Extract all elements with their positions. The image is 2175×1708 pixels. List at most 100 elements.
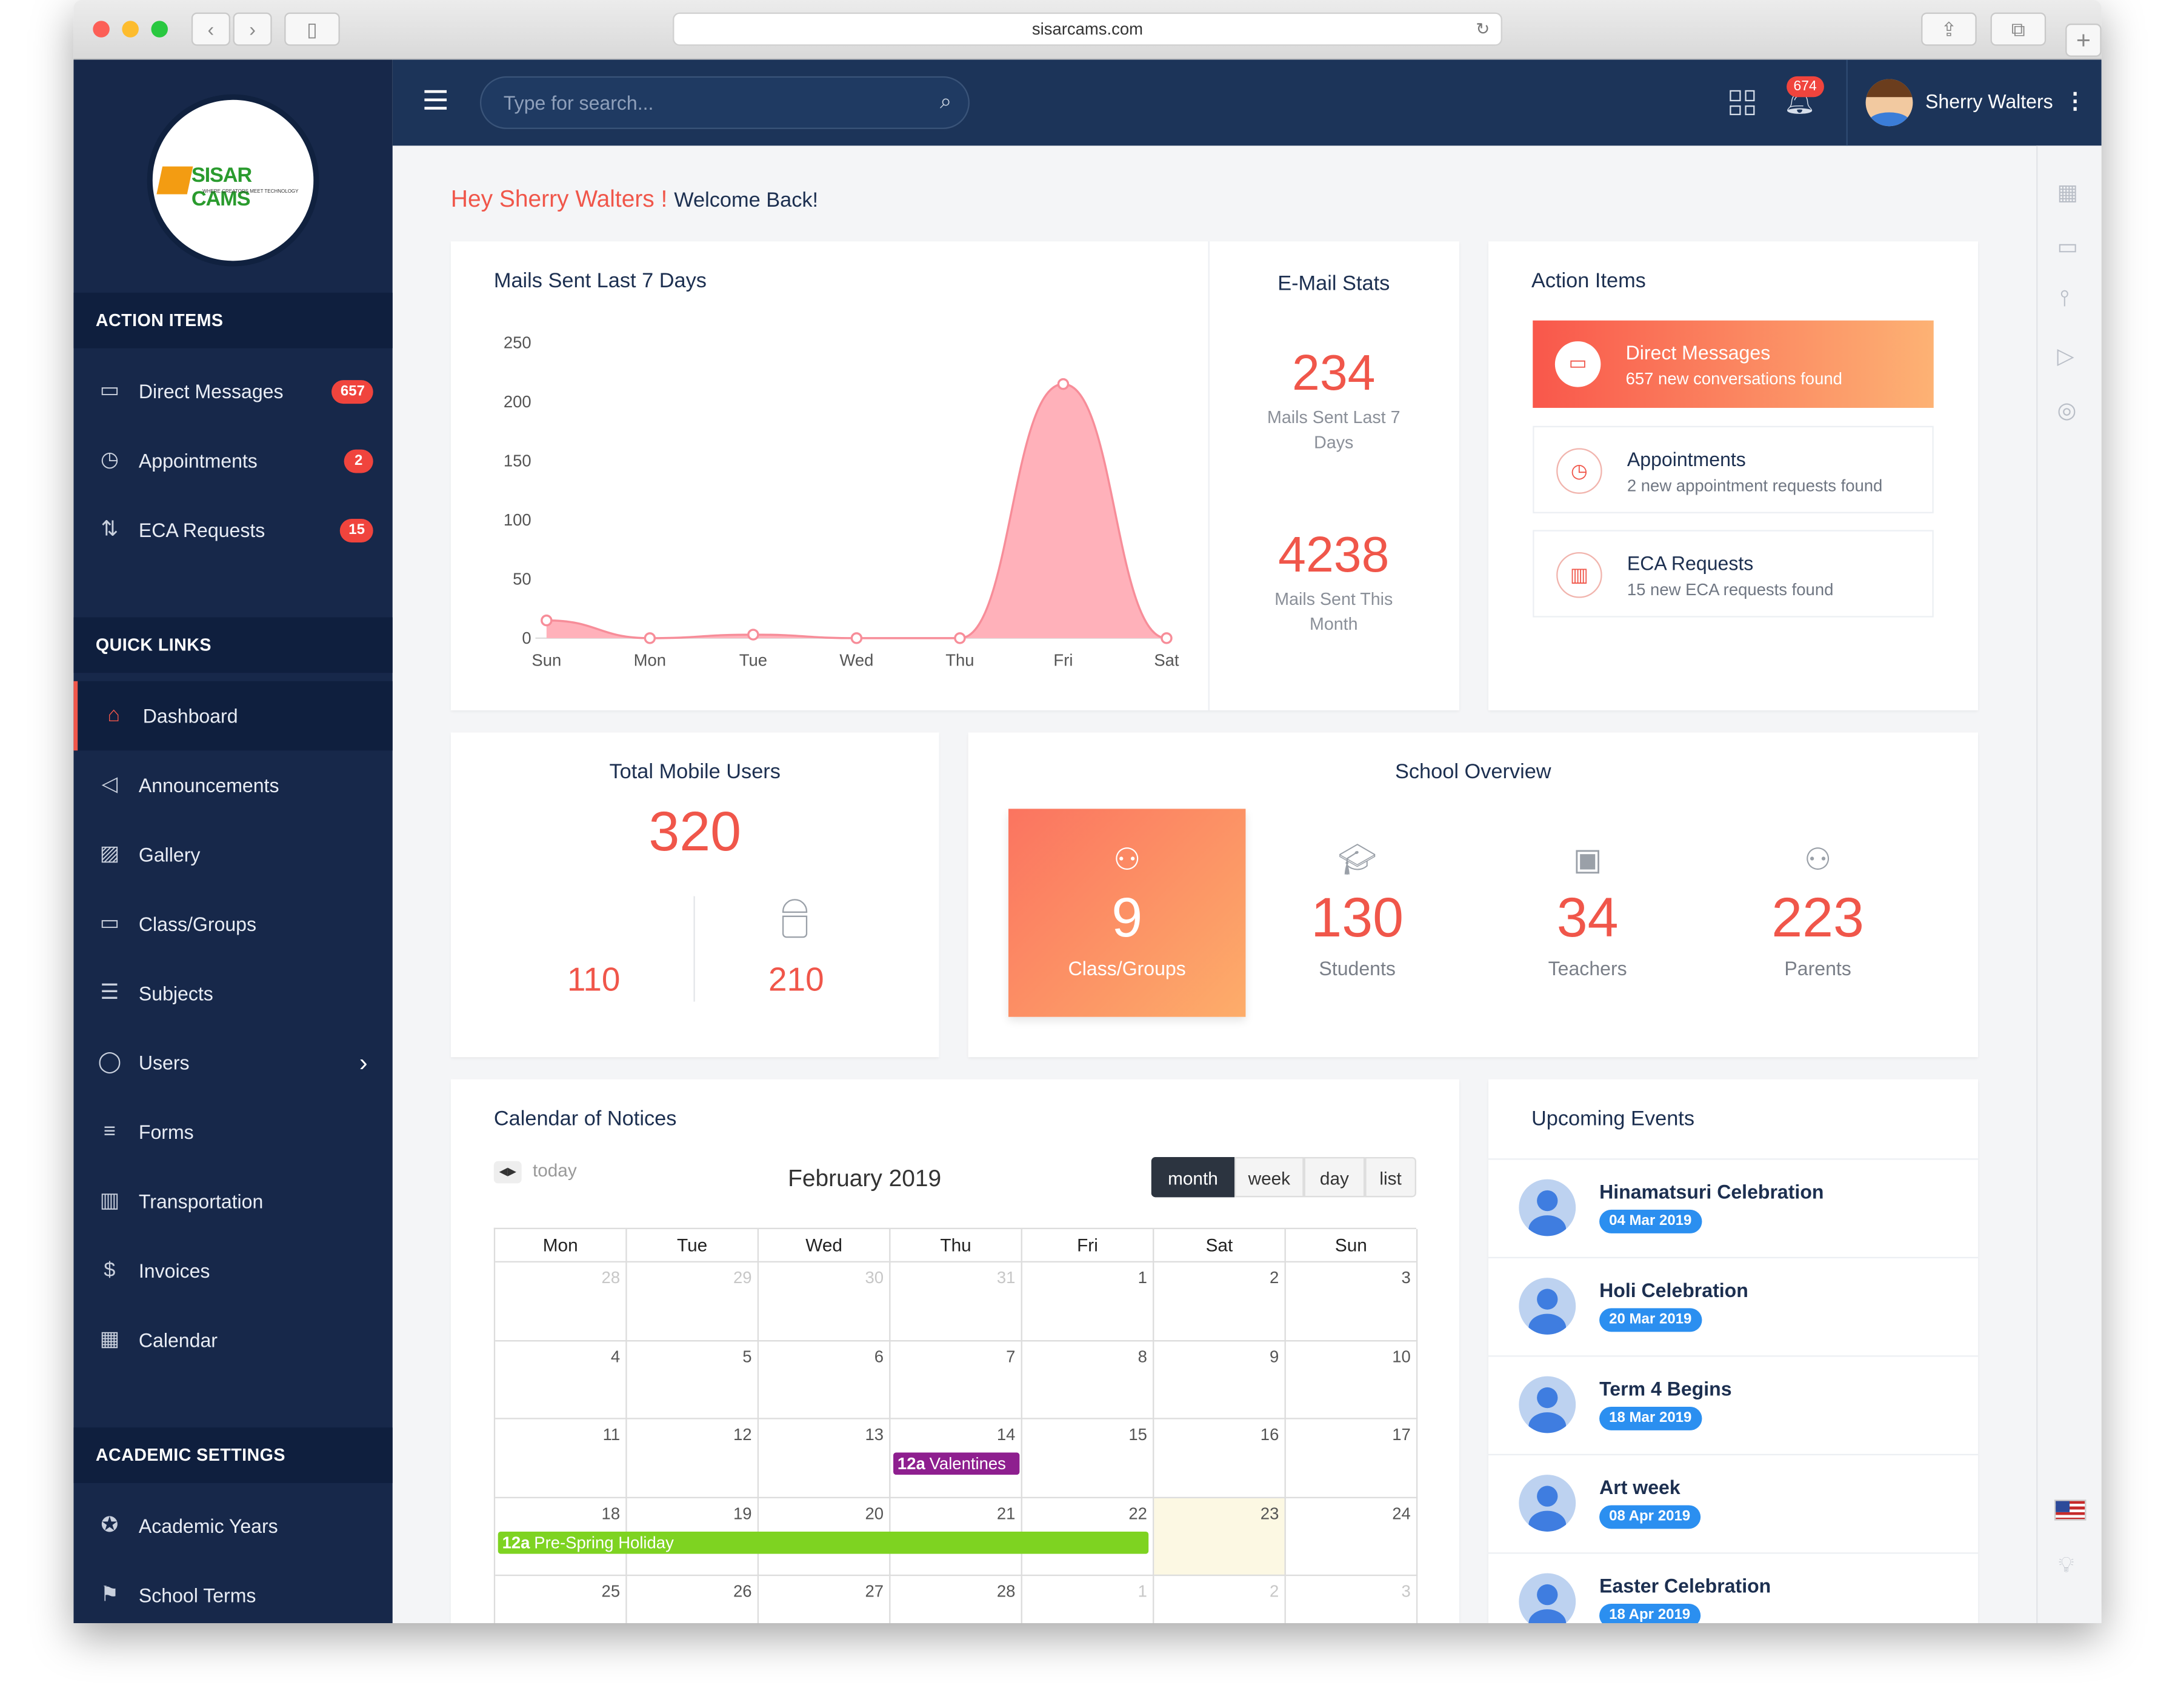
- back-icon[interactable]: ‹: [191, 12, 230, 46]
- calendar-day-cell[interactable]: 11: [495, 1419, 627, 1498]
- avatar[interactable]: [1865, 79, 1913, 127]
- data-point[interactable]: [1161, 632, 1173, 644]
- maximize-window-button[interactable]: [151, 21, 168, 38]
- new-tab-icon[interactable]: +: [2065, 23, 2102, 57]
- calendar-day-cell[interactable]: 16: [1154, 1419, 1286, 1498]
- calendar-day-cell[interactable]: 28: [495, 1262, 627, 1341]
- calendar-day-cell[interactable]: 2: [1154, 1262, 1286, 1341]
- sidebar-item-announcements[interactable]: ◁ Announcements: [73, 750, 392, 819]
- calendar-day-cell[interactable]: 4: [495, 1341, 627, 1419]
- close-window-button[interactable]: [93, 21, 110, 38]
- action-direct-messages[interactable]: ▭ Direct Messages 657 new conversations …: [1533, 320, 1934, 408]
- forward-icon[interactable]: ›: [233, 12, 272, 46]
- calendar-day-cell[interactable]: 8: [1022, 1341, 1154, 1419]
- calendar-day-cell[interactable]: 26: [627, 1576, 759, 1624]
- sidebar-item-appointments[interactable]: ◷ Appointments 2: [73, 426, 392, 495]
- calendar-day-cell[interactable]: 10: [1285, 1341, 1418, 1419]
- calendar-day-cell[interactable]: 30: [759, 1262, 891, 1341]
- sidebar-item-forms[interactable]: ≡ Forms: [73, 1098, 392, 1167]
- media-player-icon[interactable]: ▷: [2057, 345, 2074, 369]
- calendar-day-cell[interactable]: 25: [495, 1576, 627, 1624]
- us-flag-icon[interactable]: [2054, 1500, 2087, 1521]
- sidebar-item-school-terms[interactable]: ⚑ School Terms: [73, 1561, 392, 1623]
- calendar-day-cell[interactable]: 27: [759, 1576, 891, 1624]
- event-list-item[interactable]: Holi Celebration 20 Mar 2019: [1488, 1256, 1978, 1356]
- address-bar[interactable]: sisarcams.com ↻: [673, 12, 1502, 46]
- calendar-day-cell[interactable]: 13: [759, 1419, 891, 1498]
- lightbulb-icon[interactable]: 💡︎: [2058, 1553, 2074, 1578]
- calendar-day-cell[interactable]: 1: [1022, 1576, 1154, 1624]
- search-input[interactable]: Type for search... ⌕: [479, 76, 970, 129]
- calendar-day-cell[interactable]: 12: [627, 1419, 759, 1498]
- calendar-day-cell[interactable]: 3: [1285, 1262, 1418, 1341]
- data-point[interactable]: [850, 632, 863, 644]
- data-point[interactable]: [1057, 378, 1070, 390]
- view-day-button[interactable]: day: [1304, 1156, 1365, 1198]
- sidebar-item-direct-messages[interactable]: ▭ Direct Messages 657: [73, 356, 392, 425]
- data-point[interactable]: [644, 632, 656, 644]
- sidebar-item-class-groups[interactable]: ▭ Class/Groups: [73, 889, 392, 958]
- today-button[interactable]: today: [532, 1159, 577, 1181]
- calendar-day-cell[interactable]: 29: [627, 1262, 759, 1341]
- calendar-day-cell[interactable]: 24: [1285, 1497, 1418, 1576]
- calendar-day-cell[interactable]: 1: [1022, 1262, 1154, 1341]
- view-month-button[interactable]: month: [1151, 1156, 1235, 1198]
- search-icon[interactable]: ⌕: [939, 90, 952, 114]
- event-list-item[interactable]: Art week 08 Apr 2019: [1488, 1453, 1978, 1553]
- gamepad-icon[interactable]: ◎: [2057, 399, 2077, 424]
- hamburger-menu-icon[interactable]: [424, 90, 447, 110]
- apps-grid-icon[interactable]: [1730, 90, 1755, 115]
- stat-class-groups[interactable]: ⚇ 9 Class/Groups: [1008, 809, 1246, 1017]
- calendar-day-cell[interactable]: 22: [1022, 1497, 1154, 1576]
- id-card-icon[interactable]: ▭: [2057, 236, 2079, 260]
- prev-next-icon[interactable]: ◀▶: [493, 1161, 522, 1184]
- sidebar-item-dashboard[interactable]: ⌂ Dashboard: [73, 681, 393, 751]
- sidebar-item-subjects[interactable]: ☰ Subjects: [73, 959, 392, 1028]
- sidebar-item-academic-years[interactable]: ✪ Academic Years: [73, 1492, 392, 1561]
- reload-icon[interactable]: ↻: [1476, 19, 1490, 39]
- view-week-button[interactable]: week: [1234, 1156, 1304, 1198]
- action-appointments[interactable]: ◷ Appointments 2 new appointment request…: [1533, 425, 1934, 513]
- sidebar-item-eca-requests[interactable]: ⇅ ECA Requests 15: [73, 495, 392, 564]
- calendar-day-cell[interactable]: 17: [1285, 1419, 1418, 1498]
- minimize-window-button[interactable]: [122, 21, 139, 38]
- sidebar-item-label: Academic Years: [138, 1515, 278, 1538]
- view-list-button[interactable]: list: [1365, 1156, 1416, 1198]
- calendar-day-cell[interactable]: 2: [1154, 1576, 1286, 1624]
- calendar-day-cell[interactable]: 5: [627, 1341, 759, 1419]
- calendar-day-cell[interactable]: 3: [1286, 1576, 1418, 1624]
- calendar-day-cell[interactable]: 14: [890, 1419, 1022, 1498]
- calendar-rail-icon[interactable]: ▦: [2057, 181, 2079, 205]
- user-name[interactable]: Sherry Walters: [1925, 90, 2053, 113]
- logo[interactable]: SISAR CAMS WHERE CREATORS MEET TECHNOLOG…: [147, 94, 319, 267]
- stat-students[interactable]: 🎓︎ 130 Students: [1239, 809, 1476, 1016]
- data-point[interactable]: [954, 632, 966, 644]
- sidebar-item-calendar[interactable]: ▦ Calendar: [73, 1306, 392, 1375]
- calendar-day-cell[interactable]: 28: [890, 1576, 1022, 1624]
- calendar-event[interactable]: 12a Valentines: [893, 1452, 1020, 1475]
- sidebar-item-invoices[interactable]: $ Invoices: [73, 1236, 392, 1305]
- sidebar-item-users[interactable]: ◯ Users ›: [73, 1028, 392, 1097]
- more-vertical-icon[interactable]: ⋮: [2063, 90, 2087, 114]
- event-list-item[interactable]: Term 4 Begins 18 Mar 2019: [1488, 1355, 1978, 1454]
- event-list-item[interactable]: Hinamatsuri Celebration 04 Mar 2019: [1488, 1158, 1978, 1257]
- action-eca-requests[interactable]: ▥ ECA Requests 15 new ECA requests found: [1533, 530, 1934, 618]
- calendar-day-cell[interactable]: 6: [759, 1341, 891, 1419]
- sidebar-toggle-icon[interactable]: ▯: [284, 12, 340, 46]
- calendar-day-cell[interactable]: 23: [1154, 1497, 1286, 1576]
- stat-teachers[interactable]: ▣ 34 Teachers: [1469, 809, 1706, 1016]
- tabs-icon[interactable]: ⧉: [1990, 12, 2047, 46]
- calendar-day-cell[interactable]: 15: [1022, 1419, 1154, 1498]
- stat-parents[interactable]: ⚇ 223 Parents: [1699, 809, 1936, 1016]
- calendar-event[interactable]: 12a Pre-Spring Holiday: [498, 1530, 1149, 1553]
- usb-icon[interactable]: ⫯: [2060, 287, 2070, 311]
- share-icon[interactable]: ⇪: [1921, 12, 1977, 46]
- sidebar-item-gallery[interactable]: ▨ Gallery: [73, 820, 392, 889]
- data-point[interactable]: [541, 614, 553, 627]
- calendar-day-cell[interactable]: 31: [890, 1262, 1022, 1341]
- calendar-day-cell[interactable]: 7: [890, 1341, 1022, 1419]
- data-point[interactable]: [747, 629, 759, 641]
- calendar-day-cell[interactable]: 9: [1154, 1341, 1286, 1419]
- sidebar-item-transportation[interactable]: ▥ Transportation: [73, 1167, 392, 1236]
- event-list-item[interactable]: Easter Celebration 18 Apr 2019: [1488, 1552, 1978, 1624]
